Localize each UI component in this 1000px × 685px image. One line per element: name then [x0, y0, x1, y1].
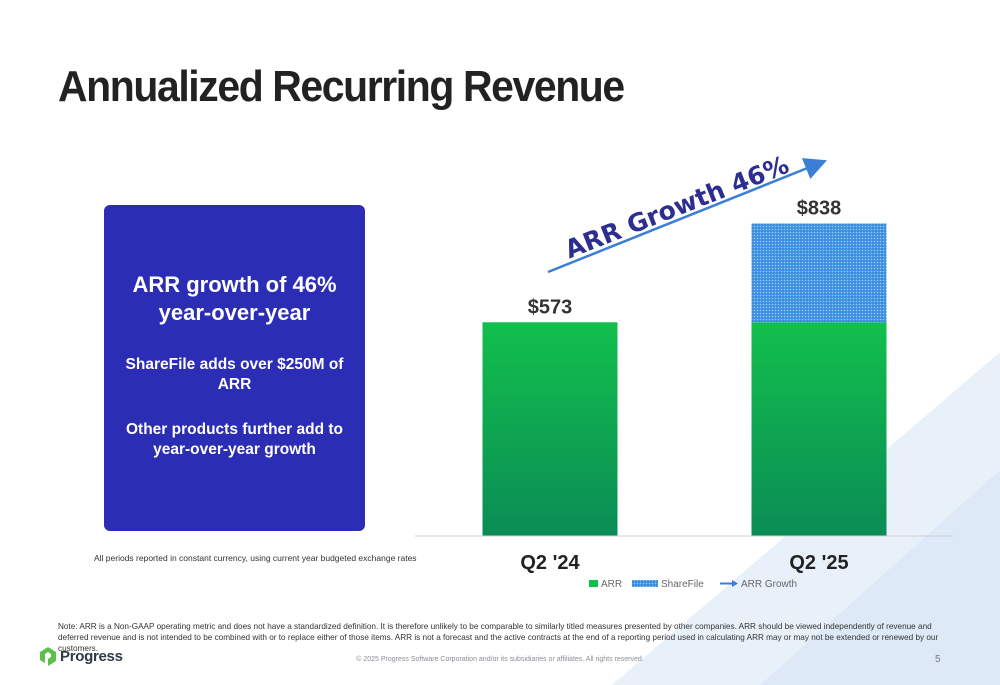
bar-sharefile-1 [751, 223, 887, 323]
callout-box: ARR growth of 46% year-over-year ShareFi… [104, 205, 365, 531]
bar-arr-1 [751, 322, 887, 536]
data-label-1: $838 [797, 197, 842, 219]
growth-arrow [547, 158, 827, 274]
bar-arr-0 [482, 322, 618, 536]
legend-label-arr: ARR [601, 579, 622, 590]
callout-point-sharefile: ShareFile adds over $250M of ARR [125, 356, 344, 393]
callout-headline: ARR growth of 46% year-over-year [132, 272, 337, 325]
callout-point-other: Other products further add to year-over-… [126, 421, 343, 458]
progress-logo-icon [40, 647, 56, 666]
legend-swatch-arr [589, 580, 598, 587]
legend-label-growth: ARR Growth [741, 579, 797, 590]
non-gaap-note: Note: ARR is a Non-GAAP operating metric… [58, 622, 939, 653]
page-number: 5 [935, 654, 941, 665]
category-label-1: Q2 '25 [789, 552, 848, 574]
category-label-0: Q2 '24 [520, 552, 580, 574]
chart-legend: ARR ShareFile ARR Growth [589, 579, 797, 590]
data-label-0: $573 [528, 296, 573, 318]
legend-arrow-icon [732, 580, 738, 587]
progress-logo-text: Progress [60, 647, 123, 665]
page-title: Annualized Recurring Revenue [58, 62, 625, 111]
currency-footnote: All periods reported in constant currenc… [94, 553, 417, 563]
copyright: © 2025 Progress Software Corporation and… [356, 656, 644, 663]
progress-logo: Progress [40, 645, 123, 667]
legend-label-sharefile: ShareFile [661, 579, 704, 590]
legend-swatch-sharefile [632, 580, 658, 587]
